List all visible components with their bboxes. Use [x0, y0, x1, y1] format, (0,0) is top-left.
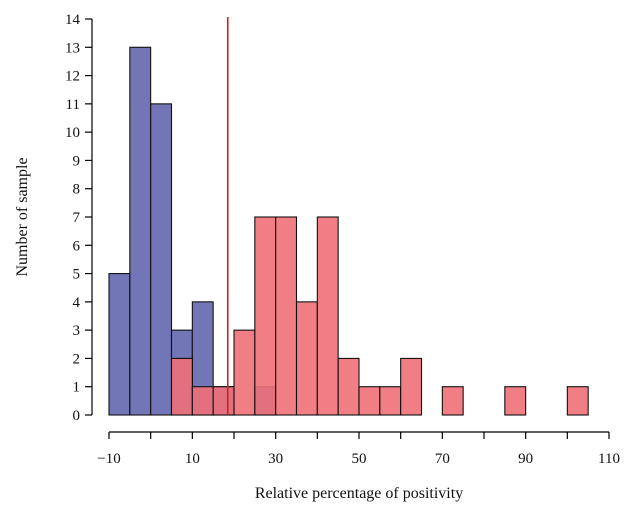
- y-tick-label-13: 13: [65, 40, 80, 56]
- histogram-bar-series1-bin-10: [108, 273, 131, 416]
- histogram-bar-series2-bin40: [316, 216, 339, 416]
- y-tick-label-3: 3: [73, 323, 81, 339]
- x-tick-label-90: 90: [518, 451, 533, 467]
- x-tick-label-50: 50: [352, 451, 367, 467]
- y-tick-label-14: 14: [65, 12, 81, 28]
- y-tick-label-8: 8: [73, 182, 81, 198]
- histogram-bar-series2-bin70: [441, 386, 464, 416]
- histogram-bar-series2-bin85: [504, 386, 527, 416]
- y-tick-label-4: 4: [73, 295, 81, 311]
- histogram-bar-series2-bin20: [233, 329, 256, 416]
- histogram-bar-series1-bin0: [150, 103, 173, 416]
- histogram-bar-series2-bin25: [254, 216, 277, 416]
- histogram-bar-series2-bin55: [379, 386, 402, 416]
- x-tick-label-70: 70: [435, 451, 450, 467]
- histogram-bar-series2-bin45: [337, 357, 360, 416]
- histogram-bar-series2-bin35: [295, 301, 318, 416]
- y-tick-label-10: 10: [65, 125, 80, 141]
- y-tick-label-0: 0: [73, 408, 81, 424]
- y-tick-label-11: 11: [66, 97, 80, 113]
- x-tick-label-10: 10: [185, 451, 200, 467]
- y-tick-label-6: 6: [73, 238, 81, 254]
- histogram-bar-series1-bin-5: [129, 46, 152, 416]
- y-tick-label-5: 5: [73, 267, 81, 283]
- x-axis-title: Relative percentage of positivity: [255, 485, 463, 502]
- histogram-bar-series2-bin100: [566, 386, 589, 416]
- y-tick-label-12: 12: [65, 69, 80, 85]
- y-tick-label-7: 7: [73, 210, 81, 226]
- y-tick-label-9: 9: [73, 153, 81, 169]
- histogram-bar-series2-bin5: [170, 357, 193, 416]
- histogram-bar-series2-bin15: [212, 386, 235, 416]
- histogram-bar-series2-bin50: [358, 386, 381, 416]
- histogram-bar-series2-bin10: [191, 386, 214, 416]
- y-tick-label-2: 2: [73, 351, 81, 367]
- y-axis-title: Number of sample: [14, 157, 31, 276]
- y-tick-label-1: 1: [73, 380, 81, 396]
- x-tick-label-30: 30: [268, 451, 283, 467]
- x-tick-label--10: −10: [97, 451, 120, 467]
- x-tick-label-110: 110: [598, 451, 620, 467]
- bars-layer: [108, 46, 589, 416]
- histogram-bar-series2-bin60: [400, 357, 423, 416]
- histogram-bar-series2-bin30: [275, 216, 298, 416]
